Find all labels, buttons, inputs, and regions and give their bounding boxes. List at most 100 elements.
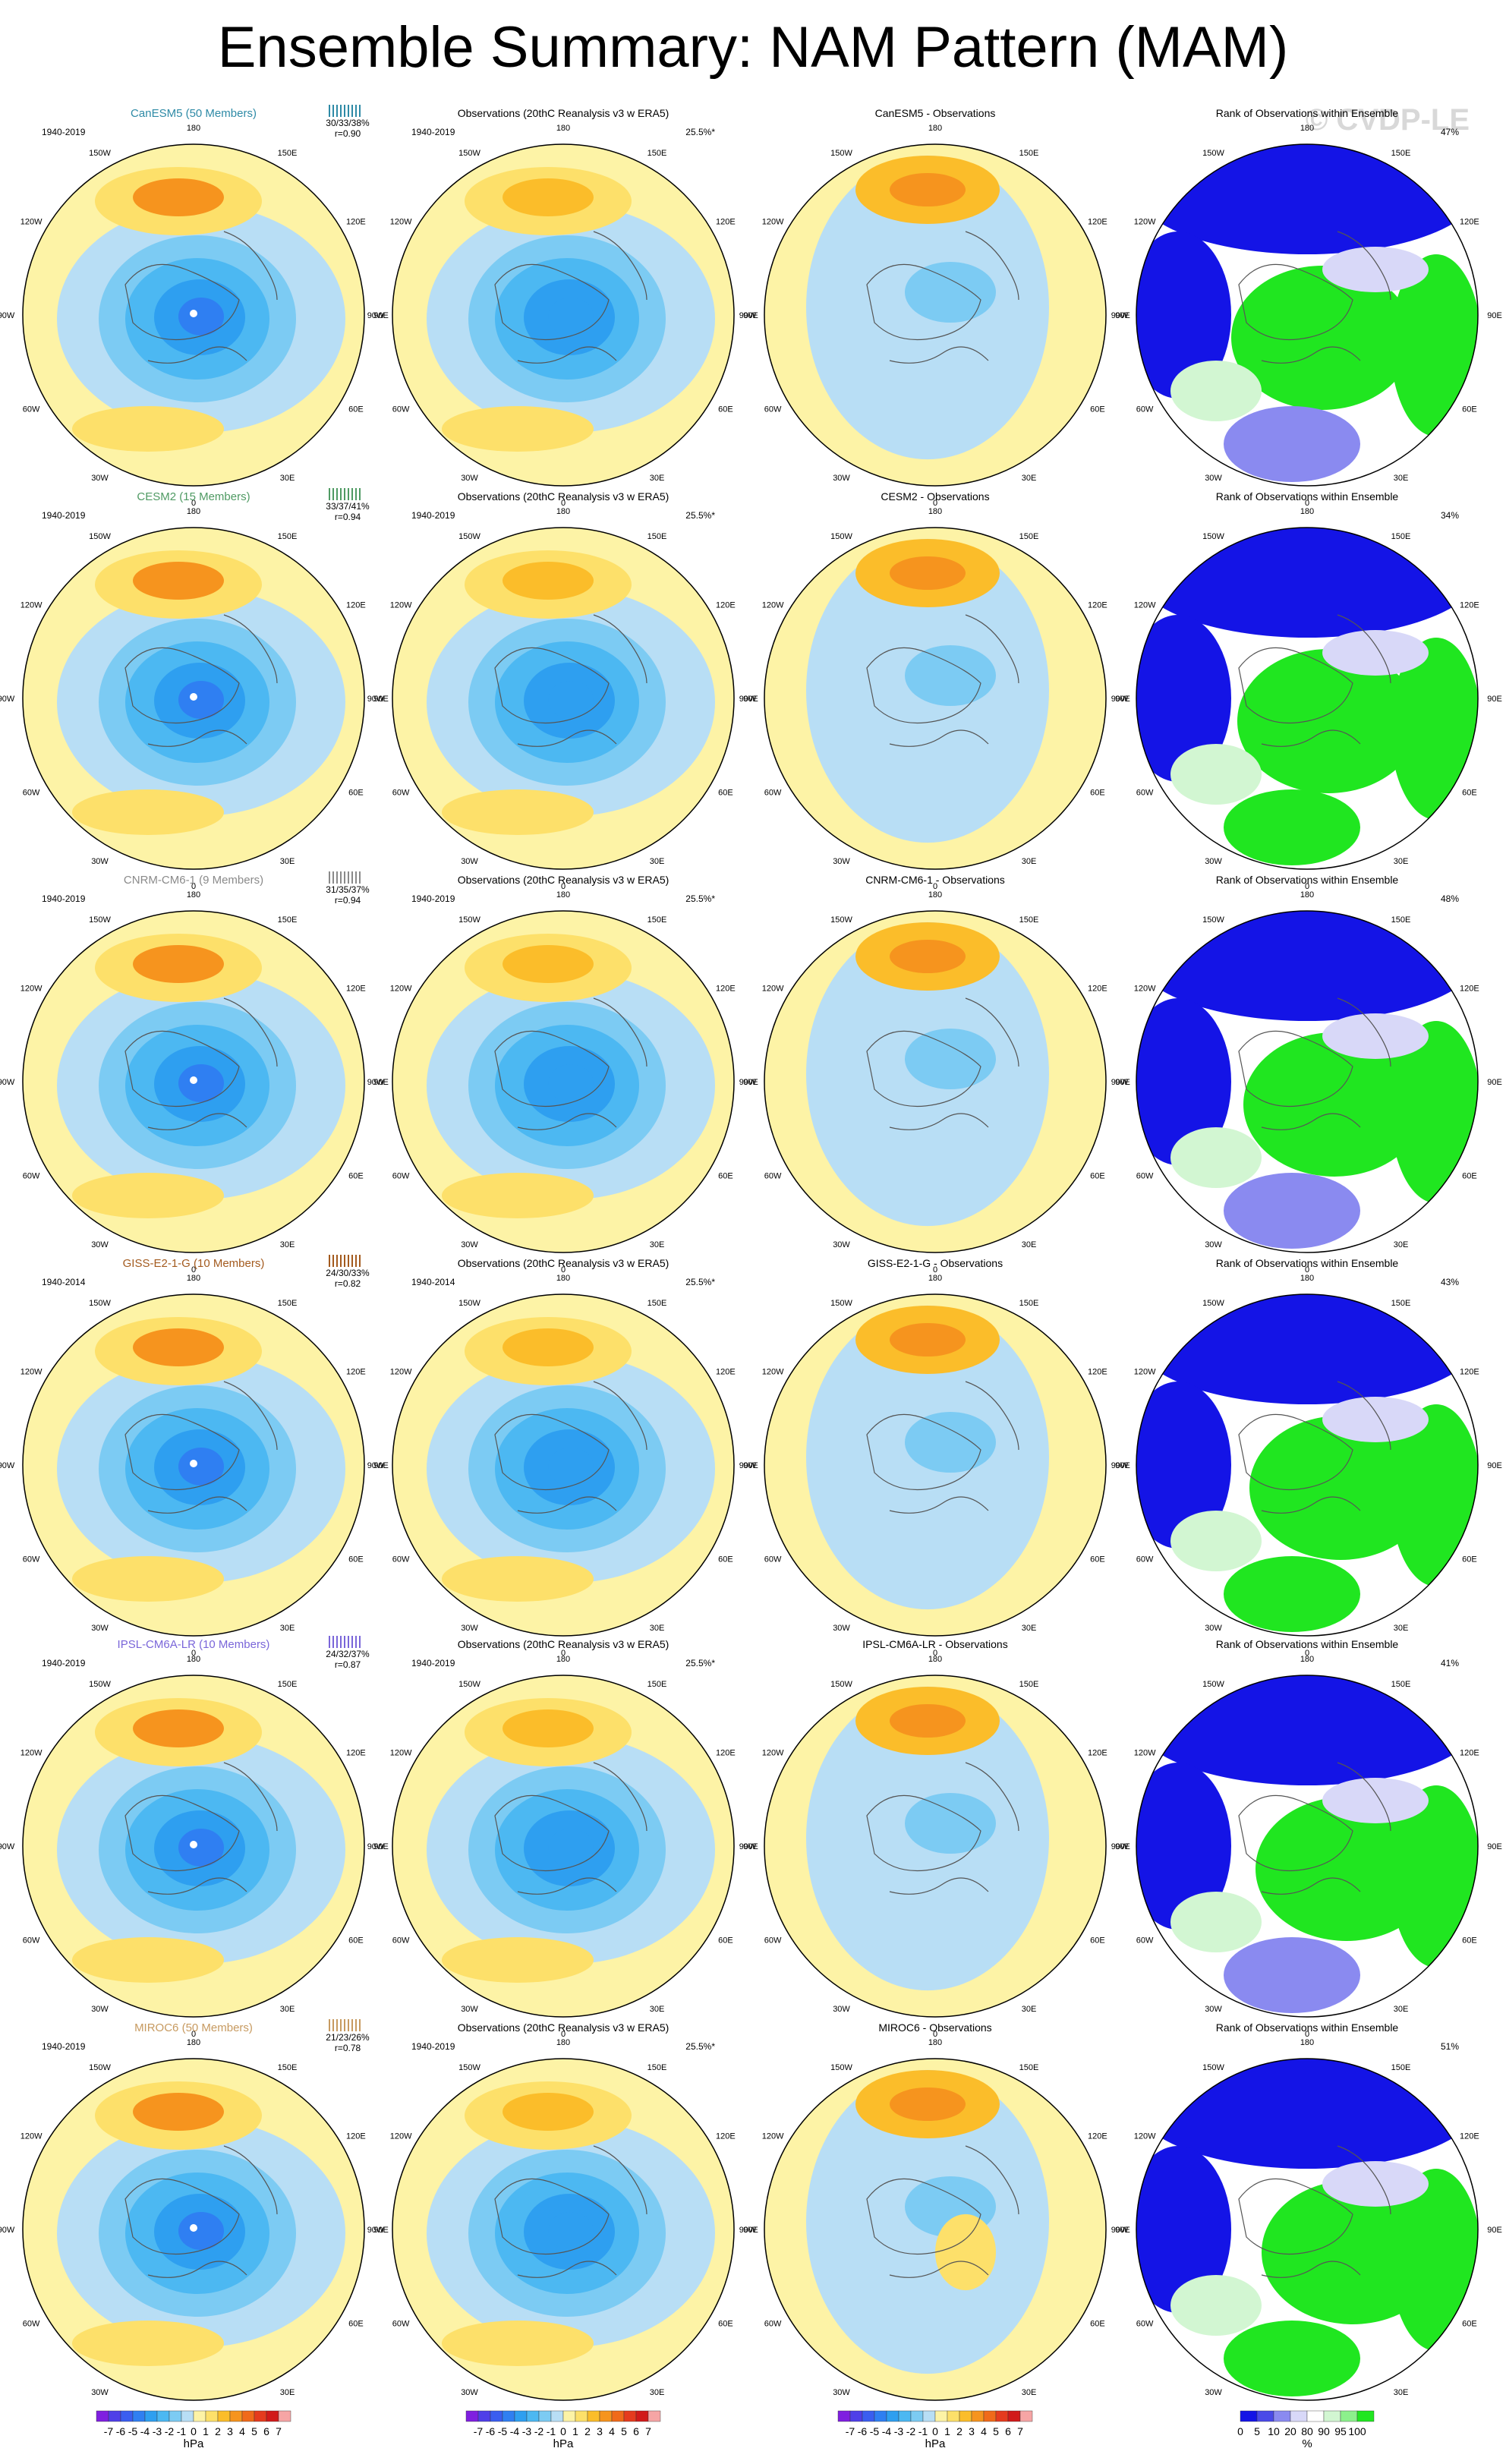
row-5: IPSL-CM6A-LR (10 Members) 1940-2019 24/32/…: [0, 1636, 1502, 2039]
lon-label: 90W: [1111, 1078, 1129, 1087]
lon-label: 60W: [23, 1172, 40, 1181]
coastline: [147, 1113, 247, 1130]
map-fill: [764, 528, 1106, 869]
rank-mid-region: [1224, 789, 1360, 865]
map-fill: [764, 1675, 1106, 2017]
ensemble-tick: [348, 1255, 349, 1267]
coastline: [889, 1496, 989, 1514]
coastline: [593, 1381, 647, 1451]
lon-label: 30E: [1022, 1240, 1037, 1249]
map-border: [22, 2058, 365, 2401]
ensemble-tick: [359, 1636, 361, 1648]
colorbar-swatch: [550, 2410, 564, 2422]
colorbar-swatch: [862, 2410, 875, 2422]
colorbar-label: -1: [918, 2425, 928, 2437]
obs-period: 1940-2019: [411, 2041, 455, 2052]
rank-pct: 43%: [1441, 1277, 1459, 1287]
ensemble-tick: [340, 105, 342, 117]
lon-label: 120E: [716, 218, 736, 227]
lon-label: 30E: [1394, 1624, 1409, 1633]
rank-high-region: [1391, 2169, 1478, 2351]
lon-label: 150W: [458, 2063, 480, 2072]
lon-label: 150E: [1391, 2063, 1411, 2072]
lon-label: 120W: [390, 1368, 412, 1377]
lon-label: 30E: [1022, 2388, 1037, 2397]
ensemble-tick: [329, 1636, 330, 1648]
lon-label: 60W: [764, 2320, 782, 2329]
pole-marker: [190, 1841, 197, 1848]
map-fill: [392, 1294, 734, 1636]
lon-label: 120E: [1088, 1368, 1107, 1377]
map-fill: [392, 2059, 734, 2400]
lon-label: 90E: [743, 1461, 758, 1470]
colorbar-label: 2: [584, 2425, 591, 2437]
map-border: [392, 143, 735, 487]
coastline: [223, 997, 278, 1067]
colorbar-label: 5: [251, 2425, 257, 2437]
ensemble-tick: [355, 1255, 357, 1267]
negative-region: [905, 262, 996, 323]
lon-label: 90E: [1115, 1078, 1130, 1087]
colorbar-label: 20: [1284, 2425, 1296, 2437]
obs-pct: 25.5%*: [685, 2041, 715, 2052]
ensemble-tick: [344, 2019, 345, 2031]
model-period: 1940-2019: [42, 893, 86, 904]
lon-label: 60E: [348, 2320, 364, 2329]
lon-label: 150W: [830, 2063, 852, 2072]
lon-label: 60E: [718, 789, 733, 798]
row-3: CNRM-CM6-1 (9 Members) 1940-2019 31/35/37%…: [0, 871, 1502, 1275]
model-title: GISS-E2-1-G (10 Members): [123, 1257, 265, 1270]
lon-label: 30E: [1394, 2005, 1409, 2014]
colorbar-swatch: [120, 2410, 134, 2422]
model-title: CNRM-CM6-1 (9 Members): [124, 874, 263, 887]
lon-label: 90E: [743, 311, 758, 320]
lon-label: 120W: [390, 218, 412, 227]
colorbar-swatch: [1273, 2410, 1291, 2422]
lon-label: 0: [933, 2030, 937, 2039]
colorbar-swatch: [514, 2410, 528, 2422]
lon-label: 60W: [1136, 405, 1154, 414]
coastline: [517, 2261, 617, 2278]
lon-label: 150E: [647, 149, 667, 158]
rank-high-region: [1243, 1032, 1426, 1177]
lon-label: 180: [1300, 1655, 1314, 1664]
lon-label: 60E: [1462, 2320, 1477, 2329]
lon-label: 180: [556, 2038, 570, 2047]
colorbar-swatch: [169, 2410, 182, 2422]
lon-label: 120W: [20, 1749, 43, 1758]
coastline: [1337, 614, 1391, 684]
positive-region: [442, 2321, 594, 2366]
lon-label: 150E: [1391, 532, 1411, 541]
coastline: [593, 231, 647, 301]
lon-label: 60W: [1136, 789, 1154, 798]
lon-label: 120E: [1088, 218, 1107, 227]
colorbar-label: -7: [104, 2425, 114, 2437]
coastline: [1261, 729, 1361, 747]
lon-label: 90E: [1115, 695, 1130, 704]
coastline: [223, 231, 278, 301]
coastline: [1261, 2261, 1361, 2278]
lon-label: 30W: [91, 2388, 109, 2397]
colorbar-label: -2: [165, 2425, 175, 2437]
model-period: 1940-2019: [42, 127, 86, 137]
colorbar-label: -7: [474, 2425, 484, 2437]
colorbar-swatch: [502, 2410, 515, 2422]
diff-title: CanESM5 - Observations: [875, 107, 996, 119]
lon-label: 150E: [1391, 1680, 1411, 1689]
lon-label: 120E: [716, 985, 736, 994]
map-fill: [1136, 528, 1478, 869]
map-border: [22, 1675, 365, 2018]
positive-region: [890, 2087, 966, 2121]
coastline: [965, 997, 1019, 1067]
model-title: CanESM5 (50 Members): [131, 107, 257, 120]
colorbar-swatch: [983, 2410, 997, 2422]
lon-label: 120E: [1088, 985, 1107, 994]
map-border: [392, 2058, 735, 2401]
lon-label: 150W: [1202, 1680, 1224, 1689]
ensemble-tick: [332, 488, 334, 500]
model-corr: r=0.87: [335, 1659, 361, 1670]
ensemble-tick: [336, 871, 338, 884]
model-panel: CNRM-CM6-1 (9 Members) 1940-2019 31/35/37%…: [0, 871, 389, 1275]
lon-label: 0: [933, 882, 937, 891]
